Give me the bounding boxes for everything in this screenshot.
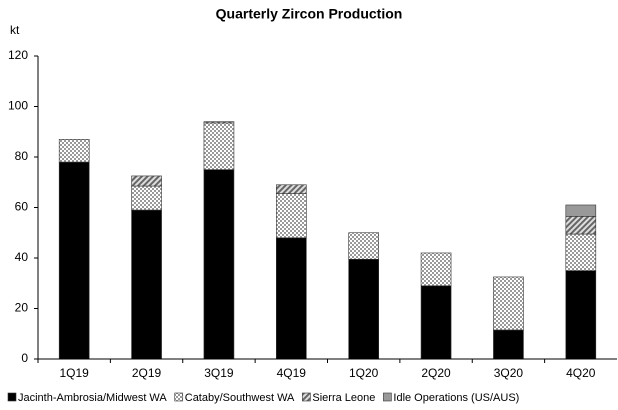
bar-segment (565, 204, 597, 217)
y-tick-label: 100 (8, 99, 28, 113)
legend-swatch (302, 392, 311, 402)
x-tick-label: 2Q19 (132, 366, 162, 380)
legend-label: Jacinth-Ambrosia/Midwest WA (18, 392, 167, 404)
y-tick-label: 40 (15, 250, 29, 264)
y-tick-label: 80 (15, 149, 29, 163)
x-tick-label: 1Q19 (60, 366, 90, 380)
y-axis-label: kt (10, 23, 20, 37)
bar-segment (565, 233, 597, 271)
bar-segment (203, 121, 235, 124)
bar-segment (276, 237, 307, 360)
bar-segment (348, 232, 379, 260)
bar-segment (565, 216, 597, 235)
x-tick-label: 3Q20 (494, 366, 524, 380)
legend-label: Sierra Leone (312, 392, 375, 404)
bar-segment (58, 139, 90, 163)
x-tick-label: 2Q20 (421, 366, 451, 380)
legend-label: Idle Operations (US/AUS) (393, 392, 519, 404)
y-tick-label: 0 (21, 351, 28, 365)
legend-label: Cataby/Southwest WA (185, 392, 295, 404)
bar-segment (493, 276, 524, 331)
bar-segment (276, 193, 307, 239)
legend-swatch (383, 392, 392, 402)
x-tick-label: 4Q19 (277, 366, 307, 380)
bar-segment (565, 270, 597, 360)
legend-swatch (7, 392, 17, 402)
bar-segment (348, 258, 379, 360)
bar-segment (420, 252, 452, 287)
y-tick-label: 120 (8, 48, 28, 62)
bar-segment (131, 209, 162, 360)
bar-segment (203, 122, 235, 170)
bar-segment (131, 185, 162, 211)
bar-segment (131, 175, 162, 187)
bar-segment (203, 169, 235, 360)
y-tick-label: 60 (15, 200, 29, 214)
legend-swatch (174, 392, 184, 402)
bar-segment (420, 285, 452, 360)
x-tick-label: 4Q20 (566, 366, 596, 380)
bar-segment (58, 161, 90, 360)
chart-title: Quarterly Zircon Production (216, 6, 403, 22)
bar-segment (493, 329, 524, 360)
x-tick-label: 3Q19 (204, 366, 234, 380)
x-tick-label: 1Q20 (349, 366, 379, 380)
bar-segment (276, 184, 307, 194)
y-tick-label: 20 (15, 301, 29, 315)
